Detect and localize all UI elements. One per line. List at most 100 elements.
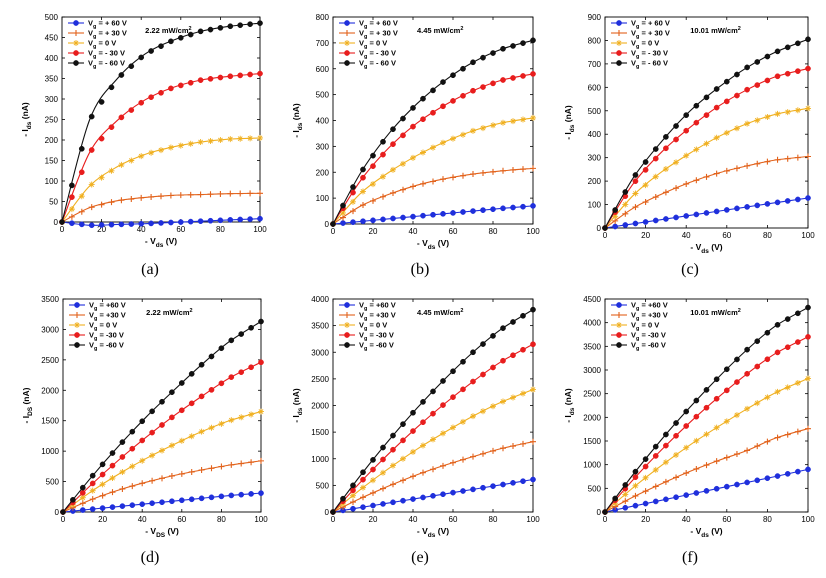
panel-a-data-point	[217, 74, 224, 81]
panel-f-legend-v: V	[631, 301, 636, 310]
panel-d-data-point	[149, 500, 155, 507]
panel-d-data-point	[198, 393, 205, 400]
panel-d-ytick-label: 2000	[41, 386, 59, 395]
panel-f-data-point	[642, 463, 649, 470]
panel-e-data-point	[400, 437, 406, 444]
panel-a-data-point	[187, 191, 194, 198]
panel-f-series-1	[602, 466, 811, 515]
panel-c-ytick-label: 600	[588, 83, 602, 92]
panel-b-data-point	[450, 210, 456, 216]
panel-e-data-point	[350, 499, 356, 506]
panel-d-legend-sub: g	[94, 346, 97, 352]
panel-c-data-point	[805, 153, 811, 160]
panel-f-data-point	[642, 456, 649, 462]
panel-d-data-point	[139, 437, 146, 444]
panel-a-data-point	[148, 220, 154, 227]
panel-c-data-point	[662, 166, 669, 173]
panel-b-data-point	[520, 166, 526, 173]
panel-b-data-point	[450, 174, 456, 181]
panel-c-data-point	[744, 120, 751, 127]
panel-e-data-point	[510, 319, 516, 325]
panel-b-xtick-label: 80	[489, 227, 498, 236]
panel-d-data-point	[258, 318, 264, 325]
panel-b-data-point	[370, 197, 376, 204]
panel-b-data-point	[380, 193, 386, 200]
panel-b-data-point	[440, 79, 446, 85]
panel-b-legend: Vg = + 60 VVg = + 30 VVg = 0 VVg = - 30 …	[339, 19, 398, 70]
panel-f-data-point	[723, 366, 730, 373]
panel-a: 0 50 100 150 200 250 300 350 400 450 500 0 20 40 60 80 1…	[20, 13, 267, 278]
panel-e-legend-v: V	[359, 321, 364, 330]
panel-d-data-point	[109, 462, 116, 469]
panel-e-ytick-label: 1500	[311, 428, 329, 437]
panel-d-xlabel: - VDS (V)	[145, 526, 179, 539]
panel-e-data-point	[490, 333, 496, 339]
panel-c-data-point	[703, 210, 710, 216]
panel-f-data-point	[723, 483, 730, 490]
panel-a-data-point	[207, 138, 214, 145]
panel-d-data-point	[238, 369, 245, 376]
panel-e-data-point	[490, 364, 496, 371]
panel-e-legend-sub: g	[364, 306, 367, 312]
panel-f-xlabel: - Vds (V)	[690, 526, 722, 539]
panel-e-data-point	[450, 424, 456, 431]
panel-e-xtick-label: 60	[449, 515, 458, 524]
panel-b-data-point	[380, 151, 386, 158]
panel-a-data-point	[108, 221, 115, 228]
panel-e-legend-v: V	[359, 301, 364, 310]
panel-d-data-point	[79, 484, 86, 491]
panel-b-data-point	[440, 176, 446, 183]
panel-e-data-point	[430, 436, 436, 443]
panel-b-legend-v: V	[359, 49, 364, 58]
panel-d-data-point	[208, 494, 215, 501]
panel-c-legend-sub: g	[636, 64, 639, 70]
panel-c-data-point	[784, 44, 791, 51]
panel-b-data-point	[480, 169, 486, 176]
panel-c-ytick-label: 200	[588, 177, 602, 186]
panel-f-ytick-label: 500	[588, 484, 602, 493]
panel-f-ytick-label: 2500	[583, 390, 601, 399]
panel-d-legend-value: = +30 V	[97, 311, 125, 320]
panel-f-ytick-label: 4500	[583, 295, 601, 304]
panel-b-ytick-label: 200	[316, 168, 330, 177]
panel-c-data-point	[734, 92, 740, 99]
panel-f-legend-swatch-marker	[616, 342, 622, 348]
panel-b-legend-label: Vg = + 60 V	[359, 19, 398, 31]
panel-f-data-point	[733, 451, 740, 458]
panel-e-data-point	[430, 466, 436, 473]
panel-c-data-point	[673, 136, 679, 143]
panel-e-data-point	[510, 394, 516, 401]
panel-a-data-point	[227, 73, 234, 80]
panel-b-series-2	[330, 165, 536, 227]
panel-e-data-point	[370, 466, 376, 473]
panel-b-legend-value: = - 30 V	[367, 49, 396, 58]
panel-d-series-4	[60, 359, 264, 515]
panel-f-legend-value: = +30 V	[639, 311, 667, 320]
panel-f-data-point	[703, 488, 710, 494]
panel-b-xtick-label: 60	[449, 227, 458, 236]
panel-f-data-point	[784, 470, 791, 477]
panel-a-data-point	[168, 85, 174, 92]
panel-e-ytick-label: 2000	[311, 402, 329, 411]
panel-b-data-point	[500, 167, 506, 174]
panel-a-series-5	[59, 20, 263, 225]
panel-c-xlabel: - Vds (V)	[690, 242, 722, 255]
panel-f-data-point	[744, 370, 750, 377]
panel-f-data-point	[642, 488, 649, 495]
panel-c-data-point	[794, 154, 801, 161]
panel-f-data-point	[703, 387, 710, 393]
panel-a-data-point	[257, 20, 263, 26]
panel-d-legend-v: V	[89, 301, 94, 310]
panel-c-data-point	[693, 146, 700, 153]
panel-c-data-point	[632, 220, 639, 227]
panel-e-data-point	[480, 341, 486, 347]
panel-a-data-point	[237, 216, 244, 223]
panel-f-legend-sub: g	[636, 306, 639, 312]
panel-d-data-point	[139, 418, 146, 425]
panel-b-data-point	[430, 87, 436, 94]
panel-b-data-point	[340, 202, 346, 209]
panel-d-data-point	[238, 414, 245, 421]
panel-b-data-point	[430, 211, 436, 218]
panel-d-data-point	[228, 492, 235, 499]
panel-d-xtick-label: 80	[217, 515, 226, 524]
